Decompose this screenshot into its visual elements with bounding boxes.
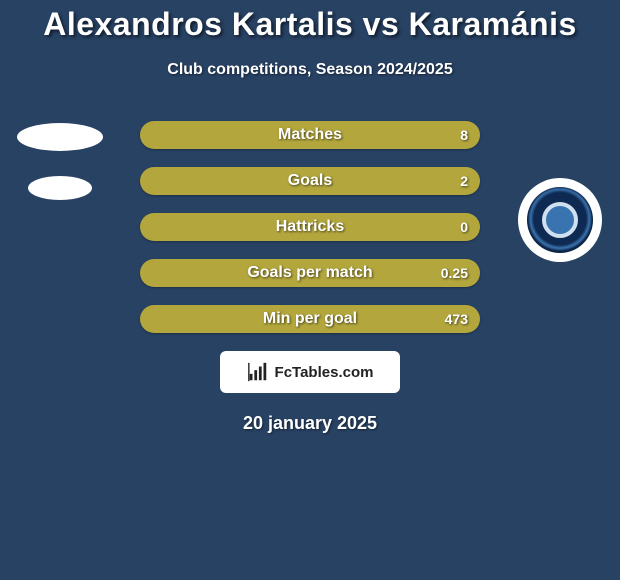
- subtitle: Club competitions, Season 2024/2025: [0, 61, 620, 79]
- stat-label: Min per goal: [140, 310, 480, 328]
- stat-bar: Goals per match0.25: [140, 259, 480, 287]
- stat-bar: Matches8: [140, 121, 480, 149]
- stat-bar: Min per goal473: [140, 305, 480, 333]
- stat-bar: Hattricks0: [140, 213, 480, 241]
- page-title: Alexandros Kartalis vs Karamánis: [0, 0, 620, 43]
- date-text: 20 january 2025: [0, 413, 620, 434]
- stat-row: Matches8: [0, 121, 620, 149]
- stat-value-right: 0.25: [441, 265, 468, 281]
- stat-label: Hattricks: [140, 218, 480, 236]
- stat-value-right: 473: [445, 311, 468, 327]
- comparison-card: Alexandros Kartalis vs Karamánis Club co…: [0, 0, 620, 580]
- stat-label: Goals: [140, 172, 480, 190]
- stat-value-right: 0: [460, 219, 468, 235]
- stat-bar: Goals2: [140, 167, 480, 195]
- brand-text: FcTables.com: [275, 364, 374, 381]
- stat-rows: Matches8Goals2Hattricks0Goals per match0…: [0, 121, 620, 333]
- stat-value-right: 2: [460, 173, 468, 189]
- stat-row: Min per goal473: [0, 305, 620, 333]
- stat-row: Hattricks0: [0, 213, 620, 241]
- stat-row: Goals2: [0, 167, 620, 195]
- stat-value-right: 8: [460, 127, 468, 143]
- brand-box[interactable]: FcTables.com: [220, 351, 400, 393]
- stat-label: Matches: [140, 126, 480, 144]
- stat-label: Goals per match: [140, 264, 480, 282]
- stat-row: Goals per match0.25: [0, 259, 620, 287]
- bar-chart-icon: [247, 361, 269, 383]
